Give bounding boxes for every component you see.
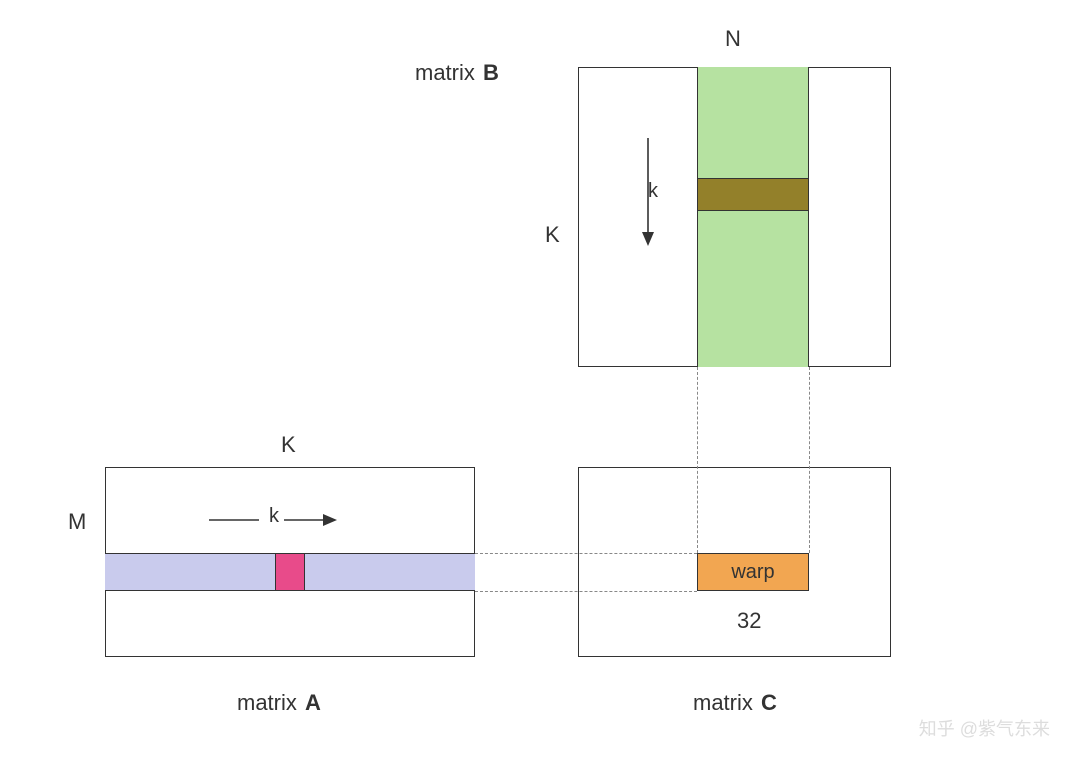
- warp-label: warp: [731, 561, 774, 584]
- matrix-b-col-highlight: [697, 67, 809, 367]
- matrix-a-m-label: M: [68, 509, 86, 535]
- dashed-b-to-c-left: [697, 367, 698, 553]
- matrix-a-k-label: K: [281, 432, 296, 458]
- arrow-right-icon: [209, 510, 339, 530]
- matrix-b-label-bold: B: [483, 60, 499, 86]
- watermark-text: 知乎 @紫气东来: [919, 715, 1050, 741]
- matrix-b-n-label: N: [725, 26, 741, 52]
- arrow-down-icon: [638, 138, 658, 248]
- dashed-a-to-c-bottom: [475, 591, 697, 592]
- dashed-b-to-c-right: [809, 367, 810, 553]
- matrix-b-cell-highlight: [697, 178, 809, 211]
- matrix-a-label-prefix: matrix: [237, 690, 297, 716]
- matrix-c-size-label: 32: [737, 608, 761, 634]
- matrix-a-cell-highlight: [275, 553, 305, 591]
- matrix-c-label-bold: C: [761, 690, 777, 716]
- matrix-c-warp-box: warp: [697, 553, 809, 591]
- matrix-b-label-prefix: matrix: [415, 60, 475, 86]
- matrix-b-k-label: K: [545, 222, 560, 248]
- matrix-a-label-bold: A: [305, 690, 321, 716]
- dashed-a-to-c-top: [475, 553, 697, 554]
- matrix-c-label-prefix: matrix: [693, 690, 753, 716]
